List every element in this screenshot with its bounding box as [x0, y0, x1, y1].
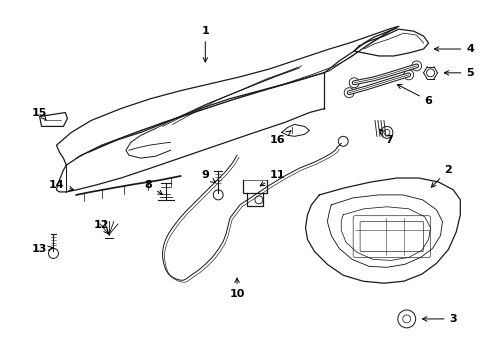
Text: 5: 5 — [444, 68, 473, 78]
Text: 7: 7 — [379, 129, 392, 145]
Text: 4: 4 — [433, 44, 473, 54]
Text: 8: 8 — [144, 180, 162, 195]
Text: 6: 6 — [396, 85, 431, 105]
Text: 14: 14 — [48, 180, 73, 191]
Text: 9: 9 — [201, 170, 215, 183]
Text: 2: 2 — [430, 165, 451, 187]
Polygon shape — [40, 113, 67, 126]
Text: 1: 1 — [201, 26, 209, 62]
Text: 10: 10 — [229, 278, 244, 299]
Text: 16: 16 — [269, 131, 290, 145]
Text: 13: 13 — [32, 244, 53, 255]
Text: 3: 3 — [422, 314, 456, 324]
Text: 11: 11 — [260, 170, 285, 186]
Text: 15: 15 — [32, 108, 47, 120]
Text: 12: 12 — [93, 220, 109, 234]
